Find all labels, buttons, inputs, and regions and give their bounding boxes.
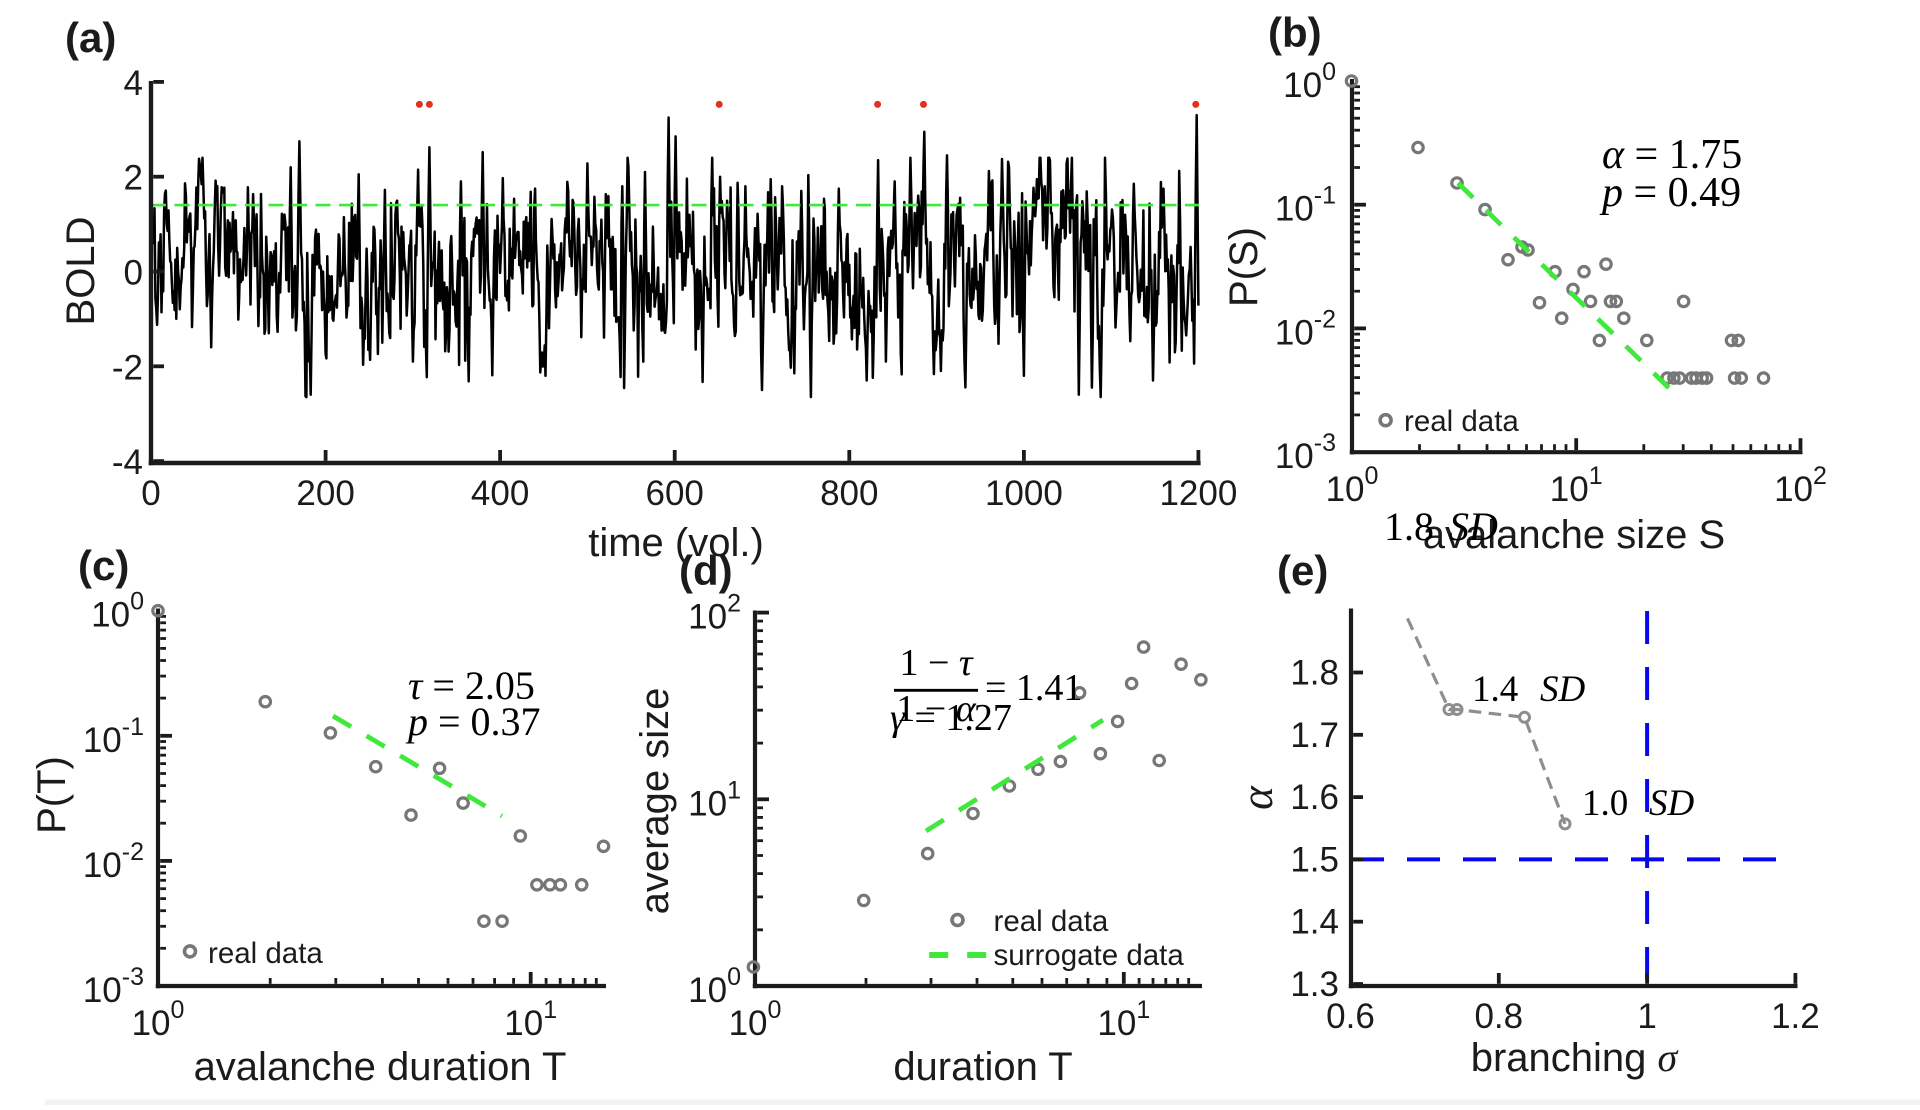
svg-text:1.8: 1.8 (1290, 654, 1339, 693)
svg-text:1200: 1200 (1159, 474, 1237, 513)
svg-text:(e): (e) (1277, 547, 1328, 594)
svg-text:2: 2 (124, 159, 143, 198)
svg-text:102: 102 (688, 590, 741, 637)
svg-text:surrogate data: surrogate data (994, 939, 1185, 972)
svg-text:4: 4 (124, 64, 143, 103)
svg-text:101: 101 (504, 996, 557, 1043)
svg-text:1.5: 1.5 (1290, 840, 1339, 879)
svg-text:= 1.41: = 1.41 (985, 667, 1082, 709)
svg-text:-2: -2 (112, 348, 143, 387)
svg-text:real data: real data (994, 905, 1109, 938)
svg-text:1.4: 1.4 (1290, 903, 1339, 942)
svg-text:(c): (c) (78, 542, 129, 589)
svg-text:1.4: 1.4 (1472, 669, 1518, 710)
svg-text:0.6: 0.6 (1326, 997, 1375, 1036)
svg-text:SD: SD (1649, 783, 1695, 824)
svg-text:real data: real data (1404, 405, 1519, 438)
svg-text:-4: -4 (112, 443, 143, 482)
svg-text:200: 200 (296, 474, 354, 513)
svg-text:10-3: 10-3 (83, 963, 144, 1010)
svg-text:0: 0 (141, 474, 160, 513)
svg-text:γ = 1.27: γ = 1.27 (890, 697, 1012, 739)
svg-text:600: 600 (645, 474, 703, 513)
svg-text:400: 400 (471, 474, 529, 513)
svg-text:800: 800 (820, 474, 878, 513)
svg-text:0.8: 0.8 (1474, 997, 1523, 1036)
svg-text:BOLD: BOLD (59, 217, 103, 326)
svg-text:branching σ: branching σ (1471, 1035, 1679, 1080)
svg-text:10-3: 10-3 (1275, 429, 1336, 476)
svg-text:α = 1.75: α = 1.75 (1602, 132, 1742, 178)
svg-text:1: 1 (1637, 997, 1656, 1036)
svg-text:10-2: 10-2 (83, 838, 144, 885)
svg-text:1.7: 1.7 (1290, 716, 1339, 755)
svg-text:τ = 2.05: τ = 2.05 (408, 663, 535, 708)
svg-text:(a): (a) (65, 14, 116, 61)
svg-text:(b): (b) (1268, 9, 1322, 56)
svg-text:1.6: 1.6 (1290, 778, 1339, 817)
svg-text:avalanche duration T: avalanche duration T (194, 1045, 567, 1089)
svg-text:average size: average size (633, 688, 677, 915)
svg-text:p = 0.37: p = 0.37 (405, 699, 541, 744)
svg-text:1.2: 1.2 (1771, 997, 1820, 1036)
svg-text:(d): (d) (679, 547, 733, 594)
svg-text:1.3: 1.3 (1290, 965, 1339, 1004)
svg-text:avalanche size S: avalanche size S (1423, 513, 1725, 557)
svg-text:duration T: duration T (893, 1045, 1072, 1089)
svg-text:100: 100 (729, 996, 782, 1043)
svg-text:real data: real data (208, 937, 323, 970)
svg-text:P(T): P(T) (30, 756, 74, 834)
svg-text:p = 0.49: p = 0.49 (1599, 170, 1741, 216)
svg-text:1.8: 1.8 (1384, 504, 1434, 549)
svg-text:0: 0 (124, 254, 143, 293)
svg-text:100: 100 (1326, 462, 1379, 509)
svg-text:P(S): P(S) (1222, 227, 1266, 307)
svg-text:1 − α: 1 − α (896, 688, 976, 730)
svg-text:α: α (1232, 785, 1282, 810)
svg-text:1 − τ: 1 − τ (899, 642, 973, 684)
svg-text:1.0: 1.0 (1582, 783, 1628, 824)
svg-text:time (vol.): time (vol.) (588, 521, 764, 565)
svg-text:SD: SD (1449, 504, 1498, 549)
svg-text:1000: 1000 (985, 474, 1063, 513)
svg-text:SD: SD (1540, 669, 1586, 710)
